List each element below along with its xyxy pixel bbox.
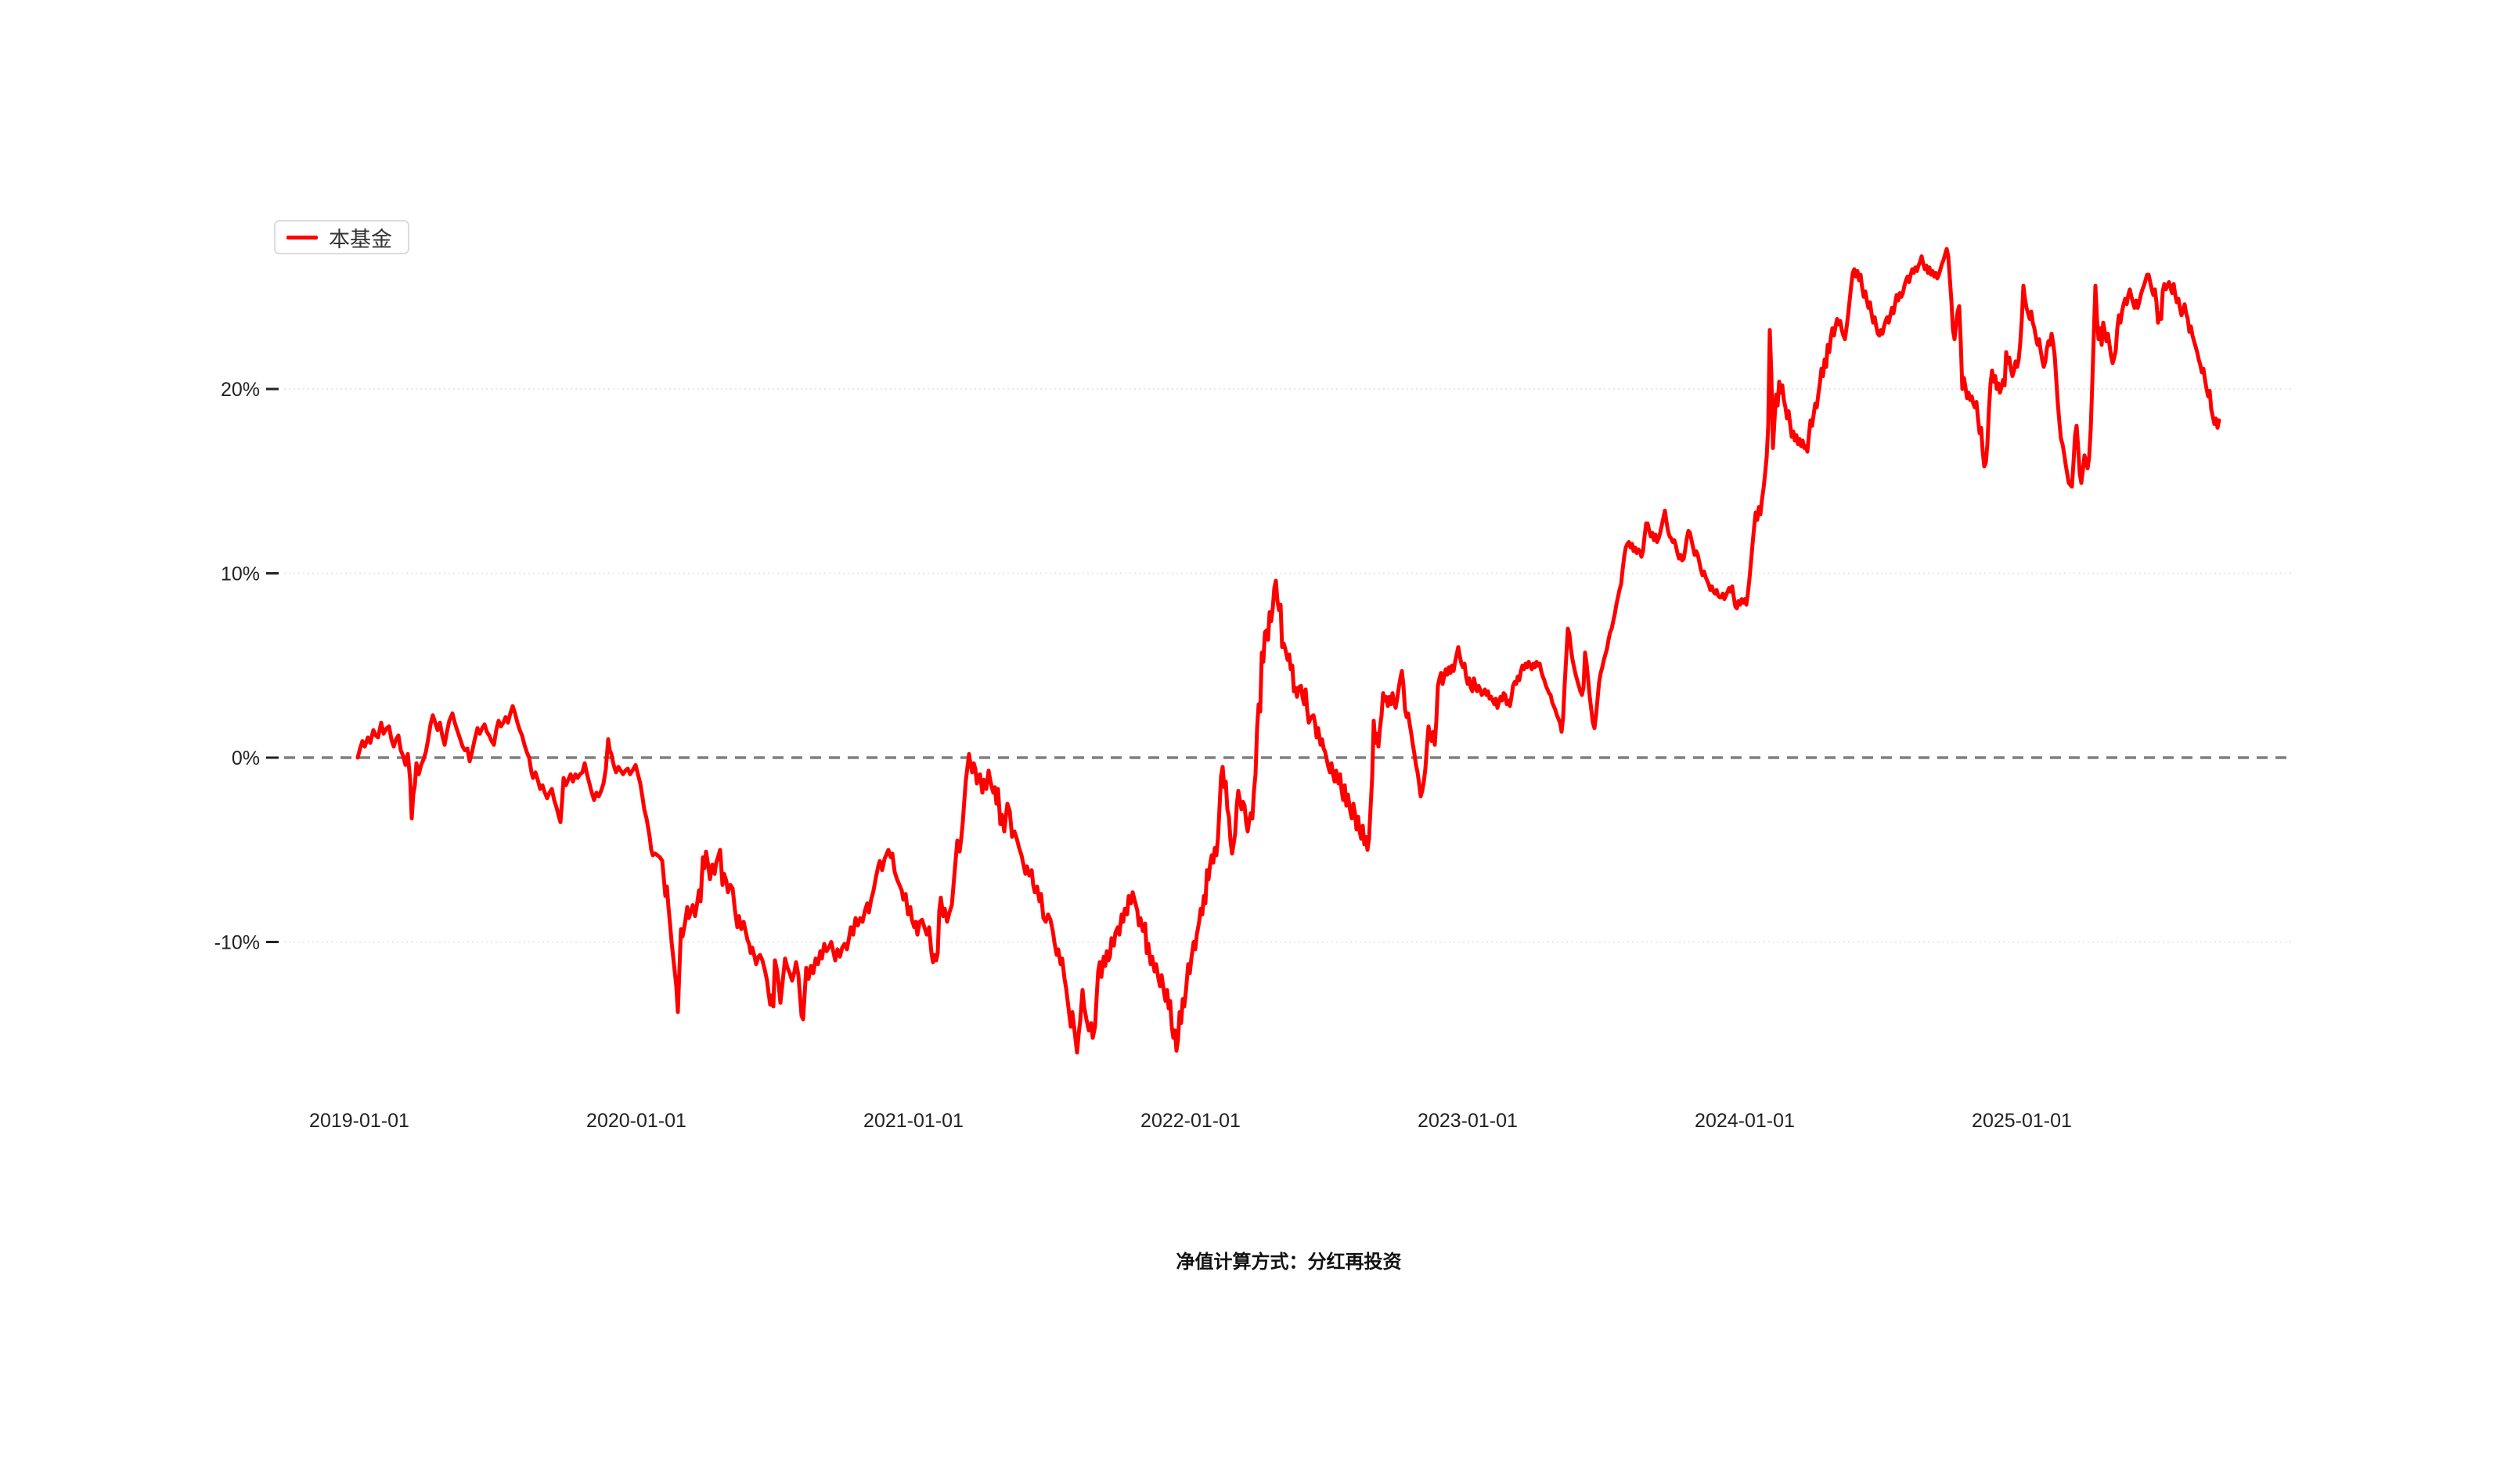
x-axis-label: 2024-01-01: [1695, 1110, 1795, 1132]
legend-label: 本基金: [329, 227, 392, 251]
x-axis-label: 2025-01-01: [1972, 1110, 2072, 1132]
nav-calculation-note: 净值计算方式：分红再投资: [1176, 1252, 1402, 1273]
series-layer[interactable]: [355, 247, 2221, 1055]
x-axis-label: 2021-01-01: [863, 1110, 964, 1132]
y-axis-label: -10%: [214, 932, 260, 954]
gridlines-layer: [284, 388, 2293, 943]
legend-line-swatch-icon: [286, 235, 318, 240]
axis-labels-layer: 20% 10% 0% -10% 2019-01-01 2020-01-01 2021-01-…: [214, 379, 2072, 1132]
legend-item-fund[interactable]: 本基金: [274, 220, 409, 254]
x-axis-label: 2023-01-01: [1418, 1110, 1518, 1132]
y-axis-label: 20%: [221, 379, 260, 401]
y-axis-label: 10%: [221, 564, 260, 585]
x-axis-label: 2019-01-01: [309, 1110, 409, 1132]
y-axis-label: 0%: [232, 747, 260, 769]
fund-return-line[interactable]: [355, 247, 2221, 1055]
x-axis-label: 2022-01-01: [1140, 1110, 1241, 1132]
x-axis-label: 2020-01-01: [586, 1110, 686, 1132]
